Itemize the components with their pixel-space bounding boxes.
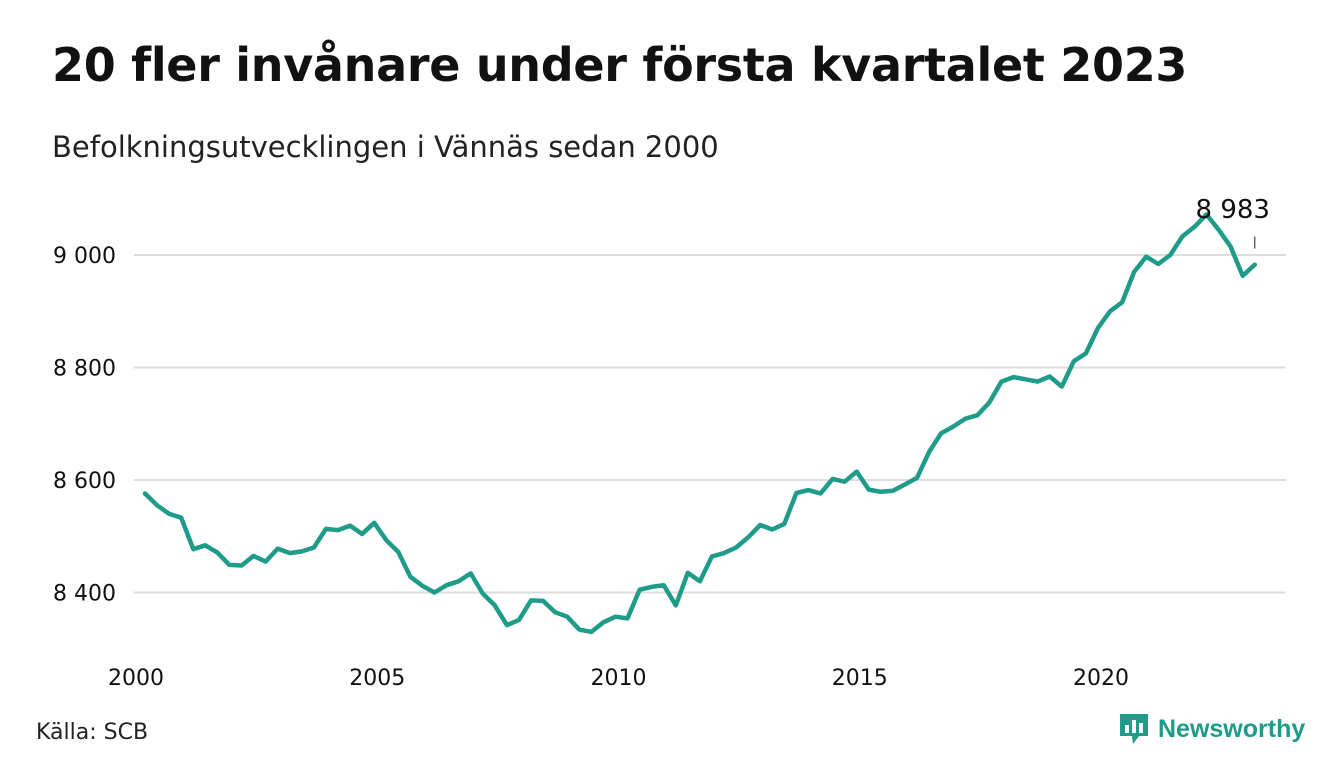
x-tick-label: 2005 <box>349 666 405 691</box>
brand-name: Newsworthy <box>1158 714 1306 743</box>
x-axis-ticks: 2000 2005 2010 2015 2020 <box>108 666 1129 691</box>
source-note: Källa: SCB <box>36 720 149 745</box>
y-tick-label: 8 800 <box>53 357 116 382</box>
chart-subtitle: Befolkningsutvecklingen i Vännäs sedan 2… <box>52 130 719 164</box>
y-axis-ticks: 8 400 8 600 8 800 9 000 <box>53 244 116 607</box>
chart-title: 20 fler invånare under första kvartalet … <box>52 38 1188 92</box>
y-tick-label: 8 400 <box>53 582 116 607</box>
newsworthy-logo: Newsworthy <box>1118 712 1305 746</box>
x-tick-label: 2015 <box>832 666 888 691</box>
x-tick-label: 2000 <box>108 666 164 691</box>
population-line <box>142 212 1258 635</box>
y-tick-label: 8 600 <box>53 469 116 494</box>
x-tick-label: 2010 <box>591 666 647 691</box>
grid-lines <box>134 254 1286 594</box>
newsworthy-logo-icon <box>1120 714 1148 744</box>
x-tick-label: 2020 <box>1073 666 1129 691</box>
annotation-label: 8 983 <box>1196 195 1270 225</box>
y-tick-label: 9 000 <box>53 244 116 269</box>
